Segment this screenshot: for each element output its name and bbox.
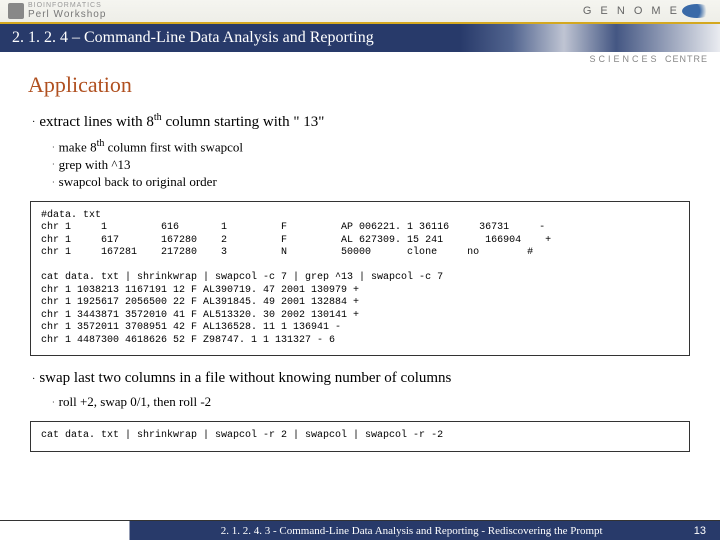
sub-make: ·make 8th column first with swapcol [28,137,692,156]
header-top: BIOINFORMATICS Perl Workshop G E N O M E [0,0,720,24]
bullet-swap: ·swap last two columns in a file without… [28,370,692,387]
code-block-1: #data. txt chr 1 1 616 1 F AP 006221. 1 … [30,201,690,357]
content-area: Application ·extract lines with 8th colu… [0,64,720,452]
swoosh-icon [682,4,712,18]
footer-corner [0,521,130,540]
logo-right: G E N O M E [583,4,712,18]
subheader: SCIENCES CENTRE [0,52,720,64]
sub-roll: ·roll +2, swap 0/1, then roll -2 [28,393,692,411]
logo-left: BIOINFORMATICS Perl Workshop [8,2,106,20]
logo-small-text: BIOINFORMATICS [28,2,106,9]
footer: 2. 1. 2. 4. 3 - Command-Line Data Analys… [0,520,720,540]
sub-swapback: ·swapcol back to original order [28,173,692,191]
bullet-extract: ·extract lines with 8th column starting … [28,112,692,131]
code-block-2: cat data. txt | shrinkwrap | swapcol -r … [30,421,690,452]
genome-text: G E N O M E [583,5,680,17]
footer-text: 2. 1. 2. 4. 3 - Command-Line Data Analys… [130,525,694,537]
page-number: 13 [694,525,720,537]
sub-grep: ·grep with ^13 [28,156,692,174]
title-bar: 2. 1. 2. 4 – Command-Line Data Analysis … [0,24,720,52]
logo-main-text: Perl Workshop [28,9,106,20]
camel-icon [8,3,24,19]
heading-application: Application [28,72,692,98]
slide-title: 2. 1. 2. 4 – Command-Line Data Analysis … [12,29,374,47]
